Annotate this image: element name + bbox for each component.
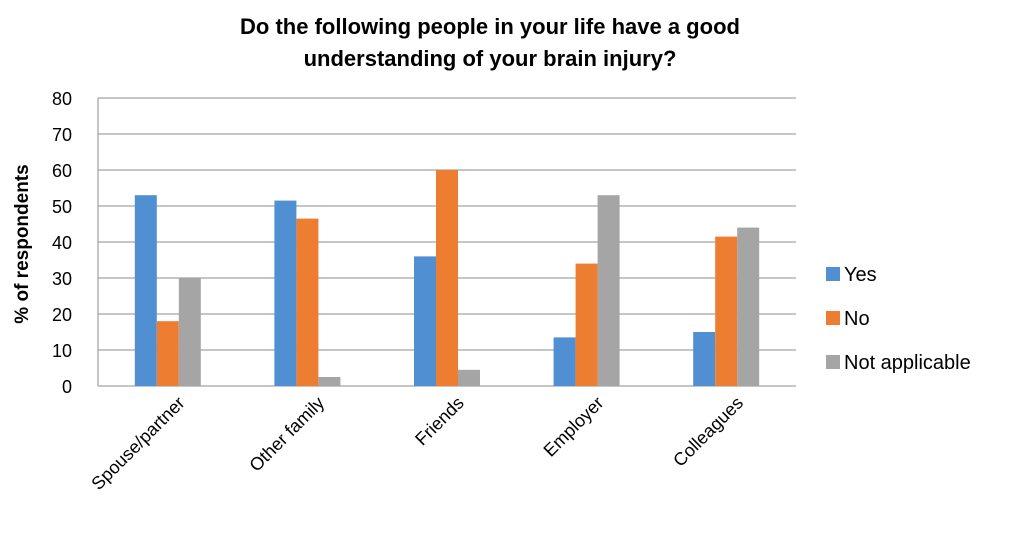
bar-yes [274,200,297,386]
legend-label: Yes [844,264,877,286]
bar-no [436,170,458,386]
y-tick-labels: 0 10 20 30 40 50 60 70 80 [52,89,72,397]
legend-swatch [826,267,840,281]
bar-not-applicable [737,227,760,386]
bar-no [575,263,598,386]
y-tick-label: 40 [52,233,72,253]
bar-not-applicable [318,377,341,386]
x-tick-label: Spouse/partner [87,393,188,494]
y-tick-label: 10 [52,341,72,361]
bar-no [715,236,738,386]
x-tick-label: Friends [411,393,468,450]
legend: Yes No Not applicable [826,264,971,374]
x-tick-label: Colleagues [669,393,747,471]
x-tick-label: Employer [540,393,608,461]
bar-yes [693,332,716,386]
bar-yes [134,195,157,386]
y-tick-label: 20 [52,305,72,325]
y-tick-label: 70 [52,125,72,145]
y-tick-label: 0 [62,377,72,397]
bar-not-applicable [178,278,201,386]
bar-not-applicable [597,195,620,386]
bar-not-applicable [458,369,480,386]
legend-label: Not applicable [844,352,971,374]
legend-swatch [826,355,840,369]
y-tick-label: 80 [52,89,72,109]
y-tick-label: 60 [52,161,72,181]
bar-no [156,321,179,386]
chart-title-line-1: Do the following people in your life hav… [240,14,740,39]
legend-swatch [826,311,840,325]
bar-no [296,218,319,386]
y-tick-label: 50 [52,197,72,217]
x-tick-labels: Spouse/partner Other family Friends Employe… [87,393,747,494]
bar-yes [414,256,436,386]
bar-yes [553,337,576,386]
x-tick-label: Other family [245,393,328,476]
y-axis-label: % of respondents [12,164,33,323]
chart-title-line-2: understanding of your brain injury? [304,46,677,71]
bars [134,170,760,386]
legend-label: No [844,308,870,330]
y-tick-label: 30 [52,269,72,289]
